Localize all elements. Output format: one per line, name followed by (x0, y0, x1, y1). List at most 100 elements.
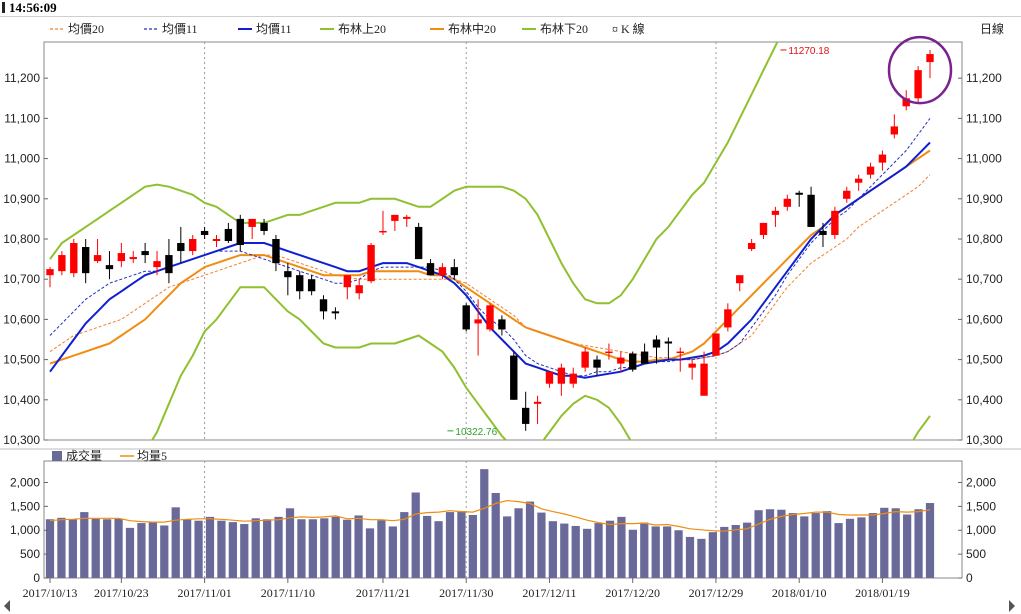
candle-body (379, 230, 387, 233)
candle-body (510, 355, 518, 400)
candle (153, 251, 161, 276)
candle (688, 359, 696, 380)
date-label: 2017/10/13 (23, 586, 78, 600)
volume-bar (183, 519, 192, 578)
volume-bar (285, 508, 295, 578)
volume-ticks: 2,000 2,000 1,500 1,500 1,000 1,000 500 500 0 0 (10, 475, 996, 585)
volume-bar (891, 508, 900, 578)
candle (391, 214, 399, 231)
candle-body (331, 311, 340, 314)
candle-body (866, 166, 875, 175)
low-price-marker: 10322.76 (447, 427, 498, 438)
candle (831, 206, 839, 239)
volume-bar (137, 523, 146, 578)
price-gridlines (44, 42, 962, 578)
price-tick-left: 10,300 (3, 433, 40, 447)
volume-bar (480, 469, 489, 578)
volume-bar (365, 528, 375, 578)
volume-bar (720, 526, 729, 578)
candle (403, 214, 411, 227)
scroll-left-icon[interactable] (4, 600, 10, 612)
volume-bar (537, 512, 546, 578)
candle (617, 351, 625, 372)
volume-bar (308, 519, 317, 578)
candle (581, 347, 589, 372)
volume-bar (445, 512, 455, 578)
price-tick-right: 10,800 (966, 232, 1003, 246)
volume-bar (605, 520, 615, 578)
candle-body (593, 359, 601, 368)
candle (414, 222, 423, 260)
volume-bar (583, 528, 592, 578)
volume-bar (834, 523, 843, 578)
candle (545, 371, 554, 388)
candle (795, 190, 803, 207)
volume-tick-left: 1,500 (10, 499, 40, 513)
candle-body (438, 267, 447, 276)
volume-bar (148, 521, 157, 578)
volume-bar (103, 519, 112, 578)
volume-bar (788, 513, 797, 578)
volume-legend: 成交量 均量5 (52, 448, 167, 463)
candle-body (783, 198, 791, 207)
date-label: 2017/11/30 (439, 586, 493, 600)
candle (355, 279, 363, 300)
volume-bar (228, 522, 237, 578)
candle-body (486, 305, 494, 330)
candle-body (129, 257, 137, 260)
candle-body (81, 247, 90, 274)
candle (605, 343, 613, 360)
volume-tick-left: 500 (20, 547, 40, 561)
candle (46, 267, 54, 288)
candle (307, 275, 316, 296)
candle (165, 238, 173, 284)
volume-bar (274, 516, 283, 578)
price-tick-left: 10,400 (3, 393, 40, 407)
candle-body (58, 255, 66, 272)
volume-tick-right: 0 (966, 571, 973, 585)
legend-label: 均價11 (162, 22, 198, 36)
candle-body (902, 98, 910, 107)
candle (284, 263, 292, 296)
candle (557, 363, 566, 396)
candle-body (343, 275, 351, 288)
candle (712, 333, 720, 356)
candle-body (403, 216, 411, 219)
candle-body (557, 367, 566, 384)
candle (331, 307, 340, 320)
x-axis-labels: 2017/10/13 2017/10/23 2017/11/01 2017/11/10… (23, 578, 910, 600)
candle-body (260, 222, 268, 231)
volume-bar (914, 509, 923, 578)
legend-item: 布林中20 (430, 21, 496, 36)
volume-tick-left: 0 (33, 571, 40, 585)
volume-bar (194, 520, 203, 578)
volume-bar (777, 509, 786, 578)
price-panel-frame (43, 41, 963, 441)
title-bar: 14:56:09 (0, 0, 1021, 17)
volume-tick-left: 1,000 (10, 523, 40, 537)
legend-label: 均價11 (256, 22, 292, 36)
candle (736, 275, 744, 292)
candle (486, 303, 494, 332)
volume-bar (628, 529, 637, 578)
scroll-right-icon[interactable] (1009, 600, 1015, 612)
volume-tick-right: 500 (966, 547, 986, 561)
y-unit-label: 日線 (980, 21, 1004, 36)
grip-icon[interactable] (2, 2, 5, 13)
volume-bar (91, 518, 100, 578)
candle-body (664, 341, 673, 344)
candle-body (676, 351, 684, 354)
candle (117, 243, 126, 268)
price-tick-right: 10,500 (966, 353, 1003, 367)
candle (438, 263, 447, 280)
candle-body (212, 238, 221, 241)
candle-body (355, 285, 363, 294)
candle (771, 206, 780, 227)
candle-body (248, 218, 256, 227)
legend-label: 布林下20 (540, 22, 588, 36)
candle (724, 303, 732, 332)
volume-bar (651, 526, 660, 578)
volume-bar (697, 538, 706, 578)
date-label: 2017/10/23 (94, 586, 149, 600)
